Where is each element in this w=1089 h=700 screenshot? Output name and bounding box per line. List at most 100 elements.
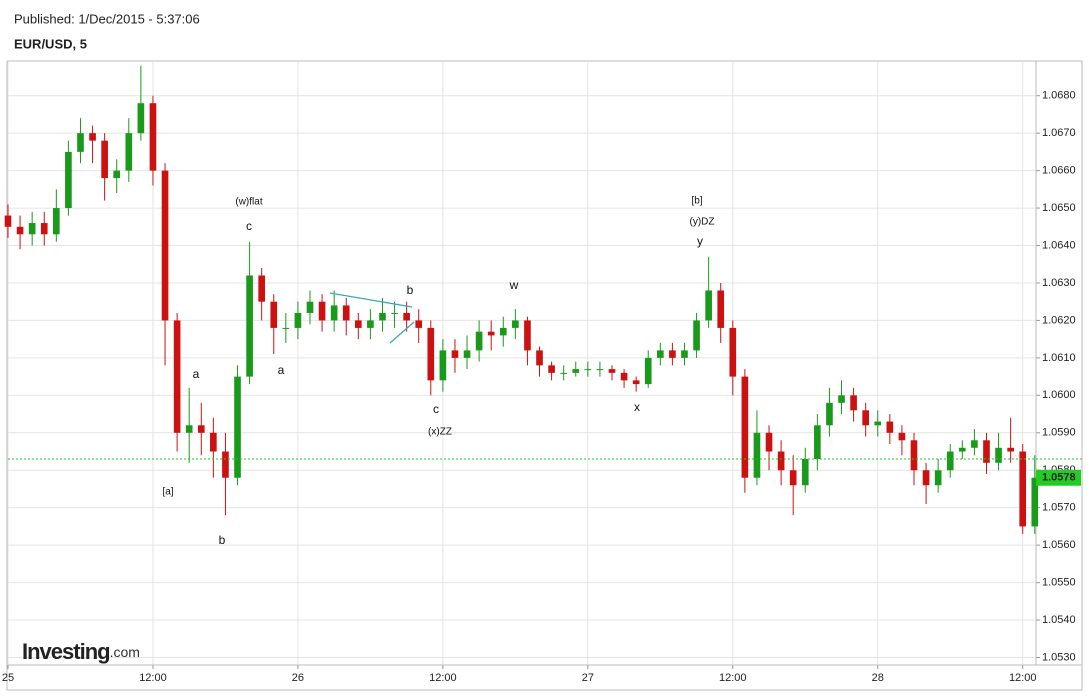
candle-body	[958, 447, 966, 452]
wave-label: b	[219, 533, 226, 547]
candle-body	[777, 451, 785, 471]
candle-body	[922, 470, 930, 486]
candle-body	[596, 369, 604, 371]
candle-body	[367, 320, 374, 328]
x-tick-label: 12:00	[429, 672, 457, 684]
candle-body	[632, 380, 640, 385]
candle-body	[354, 320, 362, 328]
candle-body	[971, 440, 978, 448]
candle-body	[282, 327, 290, 329]
y-tick-label: 1.0540	[1042, 614, 1076, 626]
candle-body	[814, 425, 821, 460]
symbol-label: EUR/USD, 5	[14, 36, 87, 51]
candle-body	[306, 301, 314, 313]
candle-body	[101, 140, 108, 179]
wave-label: y	[697, 234, 703, 248]
y-tick-label: 1.0650	[1042, 202, 1076, 214]
candle-body	[983, 440, 990, 463]
candle-body	[258, 275, 265, 302]
last-price-box	[1036, 469, 1081, 486]
candle-body	[644, 357, 652, 385]
candle-body	[125, 133, 133, 171]
labels: 1.05301.05401.05501.05601.05701.05801.05…	[2, 90, 1081, 684]
candle-body	[234, 376, 241, 478]
candle-body	[717, 290, 725, 328]
candle-body	[89, 133, 96, 141]
y-tick-label: 1.0560	[1042, 539, 1076, 551]
candle-body	[524, 320, 531, 351]
wave-label: a	[193, 367, 200, 381]
candle-body	[439, 350, 447, 381]
wave-label: a	[278, 363, 285, 377]
y-tick-label: 1.0610	[1042, 352, 1076, 364]
candle-body	[789, 470, 797, 486]
candle-body	[415, 320, 423, 328]
candle-body	[403, 312, 410, 321]
y-tick-label: 1.0530	[1042, 651, 1076, 663]
candle-body	[765, 432, 773, 452]
wave-label: x	[634, 400, 640, 414]
x-tick-label: 25	[2, 672, 14, 684]
candle-body	[898, 432, 906, 441]
candle-body	[342, 305, 350, 321]
candle-body	[330, 305, 338, 321]
y-tick-label: 1.0680	[1042, 90, 1076, 102]
candles	[4, 65, 1082, 534]
candle-body	[753, 432, 761, 478]
candle-body	[77, 133, 84, 152]
logo: Investing.com	[22, 639, 140, 664]
candle-body	[741, 376, 749, 478]
candle-body	[608, 369, 616, 373]
candle-body	[318, 301, 326, 321]
candle-body	[729, 327, 737, 377]
candle-body	[669, 350, 676, 358]
candle-body	[210, 432, 217, 452]
candle-body	[850, 395, 857, 411]
candle-body	[838, 395, 845, 403]
candle-body	[512, 320, 519, 328]
last-price-label: 1.0578	[1042, 472, 1076, 484]
candle-body	[149, 103, 157, 171]
candle-body	[705, 290, 712, 321]
y-tick-label: 1.0670	[1042, 127, 1076, 139]
trend-line	[389, 321, 415, 344]
candle-body	[946, 451, 954, 471]
candle-body	[379, 312, 386, 321]
candle-body	[826, 402, 833, 426]
candle-body	[1031, 477, 1039, 527]
y-tick-label: 1.0620	[1042, 314, 1076, 326]
wave-label: (x)ZZ	[428, 427, 452, 438]
candle-body	[487, 331, 495, 336]
candle-body	[862, 410, 869, 426]
candle-body	[572, 369, 580, 373]
candle-body	[113, 170, 121, 179]
wave-label: [b]	[691, 196, 702, 207]
y-tick-label: 1.0630	[1042, 277, 1076, 289]
candle-body	[475, 331, 483, 351]
candle-body	[874, 421, 882, 426]
candle-body	[161, 170, 169, 321]
candle-body	[4, 215, 12, 227]
candle-body	[995, 447, 1002, 463]
candle-body	[548, 365, 555, 373]
candle-body	[620, 372, 628, 381]
y-tick-label: 1.0590	[1042, 427, 1076, 439]
candle-body	[499, 327, 507, 336]
candle-body	[246, 275, 253, 377]
candle-body	[197, 425, 205, 433]
published-label: Published: 1/Dec/2015 - 5:37:06	[14, 11, 200, 26]
candle-body	[934, 470, 942, 486]
candle-body	[52, 208, 60, 235]
x-tick-label: 12:00	[139, 672, 167, 684]
wave-label: (y)DZ	[690, 217, 715, 228]
x-tick-label: 27	[582, 672, 594, 684]
candle-body	[463, 350, 471, 358]
x-tick-label: 12:00	[719, 672, 747, 684]
candle-body	[427, 327, 435, 381]
candle-body	[910, 440, 918, 471]
y-tick-label: 1.0660	[1042, 165, 1076, 177]
x-tick-label: 28	[872, 672, 884, 684]
candle-body	[693, 320, 700, 351]
grid	[7, 62, 1040, 669]
